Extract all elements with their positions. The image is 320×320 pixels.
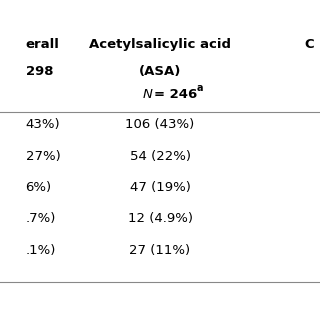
Text: 6%): 6%) [26, 181, 52, 194]
Text: erall: erall [26, 38, 60, 51]
Text: 298: 298 [26, 65, 53, 78]
Text: 27 (11%): 27 (11%) [129, 244, 191, 257]
Text: 106 (43%): 106 (43%) [125, 118, 195, 131]
Text: Acetylsalicylic acid: Acetylsalicylic acid [89, 38, 231, 51]
Text: 43%): 43%) [26, 118, 60, 131]
Text: 54 (22%): 54 (22%) [130, 150, 190, 163]
Text: = 246: = 246 [154, 88, 197, 101]
Text: 47 (19%): 47 (19%) [130, 181, 190, 194]
Text: (ASA): (ASA) [139, 65, 181, 78]
Text: a: a [197, 83, 203, 93]
Text: 27%): 27%) [26, 150, 60, 163]
Text: C: C [304, 38, 314, 51]
Text: .1%): .1%) [26, 244, 56, 257]
Text: .7%): .7%) [26, 212, 56, 225]
Text: 12 (4.9%): 12 (4.9%) [127, 212, 193, 225]
Text: $\mathit{N}$: $\mathit{N}$ [142, 88, 154, 101]
